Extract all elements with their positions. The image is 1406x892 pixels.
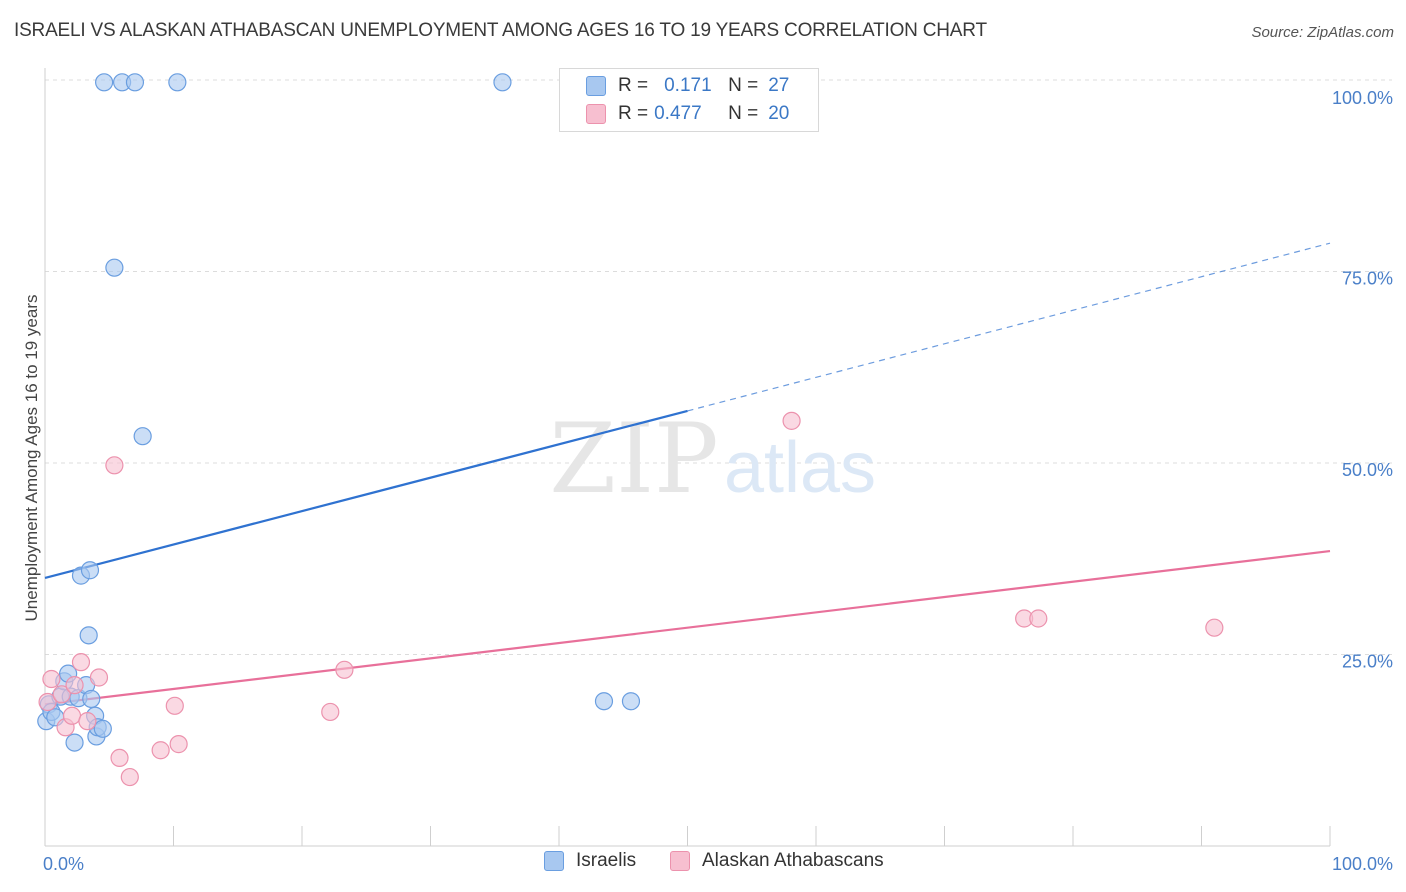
alaskan-point <box>78 712 97 731</box>
alaskan-point <box>321 702 340 722</box>
alaskan-point <box>165 696 184 715</box>
israelis-point <box>93 719 112 738</box>
alaskan-point <box>151 741 170 760</box>
alaskan-point <box>71 653 91 672</box>
x-tick-label: 0.0% <box>43 854 84 874</box>
israelis-point <box>82 689 101 709</box>
alaskan-n-value: 20 <box>768 103 790 124</box>
legend-item-israelis: Israelis <box>544 850 636 872</box>
alaskan-point <box>169 735 188 754</box>
alaskan-point <box>89 668 109 687</box>
legend-r-label: R = <box>618 75 649 96</box>
alaskan-trend-line <box>44 549 1331 706</box>
alaskan-point <box>782 411 801 430</box>
grid-lines <box>45 79 1392 655</box>
trend-lines <box>44 242 1331 706</box>
israelis-trend-extension <box>687 242 1331 412</box>
y-tick-label: 75.0% <box>1342 269 1393 289</box>
alaskan-point <box>120 767 139 787</box>
legend-n-label: N = <box>728 103 759 124</box>
alaskan-point <box>1029 609 1048 628</box>
israelis-point <box>79 626 98 645</box>
source-label: Source: ZipAtlas.com <box>1251 24 1394 41</box>
watermark: ZIP atlas <box>549 403 876 515</box>
israelis-point <box>621 692 641 711</box>
israelis-swatch <box>544 851 564 871</box>
legend-row-israelis: R = 0.171 N = 27 <box>560 72 789 100</box>
chart-title: ISRAELI VS ALASKAN ATHABASCAN UNEMPLOYME… <box>14 20 987 41</box>
legend-item-alaskan: Alaskan Athabascans <box>670 850 884 872</box>
alaskan-point <box>38 692 57 712</box>
alaskan-point <box>335 660 354 679</box>
data-points <box>37 73 1224 787</box>
israelis-point <box>493 73 512 92</box>
watermark-atlas: atlas <box>724 428 876 508</box>
alaskan-swatch <box>670 851 690 871</box>
israelis-point <box>125 73 145 92</box>
y-tick-label: 50.0% <box>1342 460 1393 480</box>
legend-n-label: N = <box>728 75 759 96</box>
alaskan-point <box>1205 618 1224 637</box>
israelis-r-value: 0.171 <box>664 75 712 96</box>
series-legend: Israelis Alaskan Athabascans <box>0 850 1406 878</box>
israelis-trend-line <box>44 409 688 579</box>
alaskan-point <box>65 676 84 695</box>
israelis-point <box>594 692 614 711</box>
alaskan-r-value: 0.477 <box>654 103 702 124</box>
alaskan-point <box>42 669 61 689</box>
watermark-zip: ZIP <box>549 403 718 515</box>
alaskan-swatch <box>586 104 606 124</box>
axes <box>44 68 1331 847</box>
alaskan-point <box>105 456 124 475</box>
israelis-label: Israelis <box>576 850 637 871</box>
israelis-point <box>168 73 187 92</box>
israelis-point <box>105 258 124 277</box>
alaskan-point <box>110 748 129 768</box>
israelis-point <box>80 561 100 580</box>
legend-r-label: R = <box>618 103 649 124</box>
israelis-point <box>65 733 84 752</box>
alaskan-label: Alaskan Athabascans <box>702 850 884 871</box>
alaskan-point <box>62 706 82 725</box>
alaskan-point <box>52 685 71 704</box>
y-tick-label: 100.0% <box>1332 88 1393 108</box>
israelis-point <box>95 73 114 92</box>
israelis-swatch <box>586 76 606 96</box>
y-tick-label: 25.0% <box>1342 652 1393 672</box>
legend-row-alaskan: R = 0.477 N = 20 <box>560 100 789 128</box>
x-tick-label: 100.0% <box>1332 854 1393 874</box>
israelis-n-value: 27 <box>768 75 790 96</box>
correlation-legend: R = 0.171 N = 27 R = 0.477 N = 20 <box>559 68 819 132</box>
tick-labels: 25.0% 50.0% 75.0% 100.0% 0.0% 100.0% <box>43 88 1393 874</box>
israelis-point <box>133 427 152 446</box>
y-axis-label: Unemployment Among Ages 16 to 19 years <box>22 295 41 622</box>
